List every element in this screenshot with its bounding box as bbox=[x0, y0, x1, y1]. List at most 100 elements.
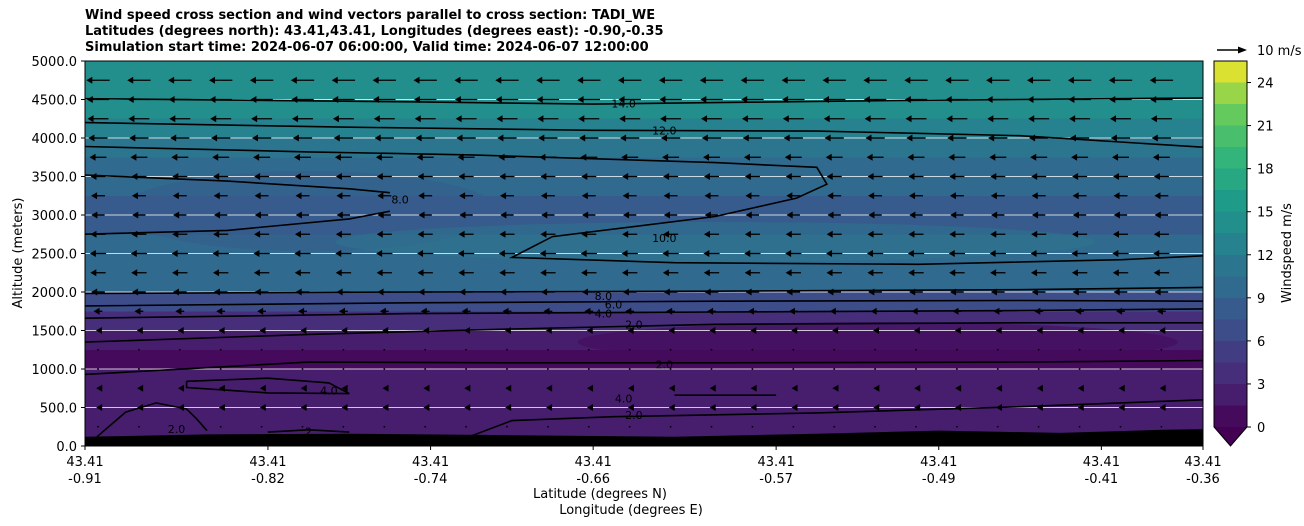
wind-vector-head bbox=[1071, 153, 1078, 161]
wind-vector-head bbox=[457, 153, 464, 161]
wind-vector-head bbox=[578, 115, 585, 123]
wind-vector-head bbox=[541, 211, 548, 219]
windspeed-bands bbox=[118, 171, 1178, 363]
wind-vector-head bbox=[134, 307, 141, 315]
wind-vector bbox=[874, 425, 876, 428]
windspeed-field: 14.012.010.08.08.06.04.02.02.04.04.02.02… bbox=[85, 61, 1203, 446]
wind-vector-head bbox=[341, 327, 348, 334]
wind-vector bbox=[97, 368, 99, 370]
wind-vector bbox=[587, 425, 590, 428]
wind-vector bbox=[996, 368, 999, 370]
wind-vector-head bbox=[955, 384, 962, 392]
wind-vector-head bbox=[131, 192, 138, 200]
wind-vector-head bbox=[699, 76, 706, 84]
wind-vector-head bbox=[1072, 230, 1079, 238]
wind-vector-head bbox=[1036, 404, 1043, 411]
wind-vector-head bbox=[1031, 230, 1038, 238]
wind-vector-head bbox=[546, 384, 553, 392]
wind-vector-head bbox=[209, 96, 216, 103]
wind-vector-head bbox=[824, 134, 831, 142]
wind-vector-head bbox=[584, 307, 591, 315]
colorbar-outline bbox=[1213, 60, 1248, 447]
colorbar-tick-label: 18 bbox=[1257, 163, 1274, 178]
x-tick-label-lat: 43.41 bbox=[920, 455, 957, 470]
wind-vector bbox=[342, 348, 345, 351]
wind-vector-head bbox=[334, 153, 341, 161]
wind-vector-head bbox=[786, 288, 793, 296]
wind-vector bbox=[792, 425, 795, 428]
wind-vector-head bbox=[909, 211, 916, 219]
x-tick-label-lat: 43.41 bbox=[412, 455, 449, 470]
wind-vector-head bbox=[459, 211, 466, 219]
wind-vector-head bbox=[1153, 250, 1160, 257]
contour-line bbox=[85, 359, 1203, 376]
wind-vector-head bbox=[947, 134, 954, 142]
wind-vector-head bbox=[867, 269, 874, 277]
wind-vector-head bbox=[786, 192, 793, 200]
wind-vector bbox=[178, 425, 181, 428]
wind-vector-head bbox=[904, 76, 911, 84]
wind-vector-head bbox=[750, 327, 757, 334]
wind-vector-head bbox=[168, 76, 175, 84]
contour-label: 2.0 bbox=[625, 318, 643, 331]
wind-vector-head bbox=[420, 307, 427, 315]
wind-vector-head bbox=[867, 173, 874, 180]
wind-vector-head bbox=[290, 76, 297, 84]
wind-vector-head bbox=[744, 173, 751, 180]
wind-vector-head bbox=[212, 250, 219, 257]
colorbar-tick-label: 24 bbox=[1257, 77, 1274, 92]
wind-vector-head bbox=[170, 134, 177, 142]
wind-vector-head bbox=[744, 250, 751, 257]
wind-vector-head bbox=[1077, 404, 1084, 411]
wind-vector-head bbox=[1112, 250, 1119, 257]
contour-label: 10.0 bbox=[652, 232, 677, 245]
wind-vector-head bbox=[292, 134, 299, 142]
wind-vector-head bbox=[622, 230, 629, 238]
wind-vector-head bbox=[458, 269, 465, 277]
wind-vector-head bbox=[866, 250, 873, 257]
wind-vector-head bbox=[863, 96, 870, 103]
wind-vector-head bbox=[373, 96, 380, 103]
wind-vector-head bbox=[332, 96, 339, 103]
wind-vector bbox=[669, 425, 672, 428]
wind-vector-head bbox=[417, 250, 424, 257]
colorbar-label: Windspeed m/s bbox=[1280, 203, 1295, 303]
wind-vector-head bbox=[914, 404, 921, 411]
wind-vector-head bbox=[209, 76, 216, 84]
wind-vector-head bbox=[1112, 173, 1119, 180]
wind-vector-head bbox=[95, 327, 102, 334]
wind-vector-head bbox=[905, 115, 912, 123]
wind-vector-head bbox=[423, 327, 430, 334]
wind-vector-head bbox=[537, 115, 544, 123]
wind-vector bbox=[465, 368, 467, 370]
wind-vector-head bbox=[336, 211, 343, 219]
wind-vector-head bbox=[709, 404, 716, 411]
wind-vector-head bbox=[499, 173, 506, 180]
wind-vector bbox=[833, 368, 836, 370]
wind-vector-head bbox=[745, 192, 752, 200]
wind-vector-head bbox=[257, 307, 264, 315]
wind-vector bbox=[956, 368, 958, 370]
contour-label: 2.0 bbox=[625, 409, 643, 422]
wind-vector-head bbox=[1067, 76, 1074, 84]
wind-vector-head bbox=[130, 250, 137, 257]
wind-vector-head bbox=[995, 404, 1002, 411]
wind-vector-head bbox=[536, 96, 543, 103]
wind-vector-head bbox=[832, 404, 839, 411]
wind-vector-head bbox=[1071, 269, 1078, 277]
wind-vector bbox=[178, 368, 181, 370]
wind-vector-head bbox=[213, 230, 220, 238]
wind-vector-head bbox=[1159, 384, 1166, 392]
x-axis-label-lon: Longitude (degrees E) bbox=[559, 503, 703, 518]
contour-line bbox=[267, 428, 350, 433]
wind-vector-head bbox=[990, 192, 997, 200]
wind-vector-head bbox=[783, 134, 790, 142]
wind-vector-head bbox=[742, 134, 749, 142]
wind-vector-head bbox=[300, 404, 307, 411]
colorbar-tick-label: 12 bbox=[1257, 249, 1274, 264]
wind-vector-head bbox=[623, 211, 630, 219]
wind-vector-head bbox=[1075, 307, 1082, 315]
wind-vectors bbox=[86, 76, 1174, 428]
y-tick-label: 5000.0 bbox=[32, 55, 78, 70]
wind-vector bbox=[301, 425, 304, 428]
